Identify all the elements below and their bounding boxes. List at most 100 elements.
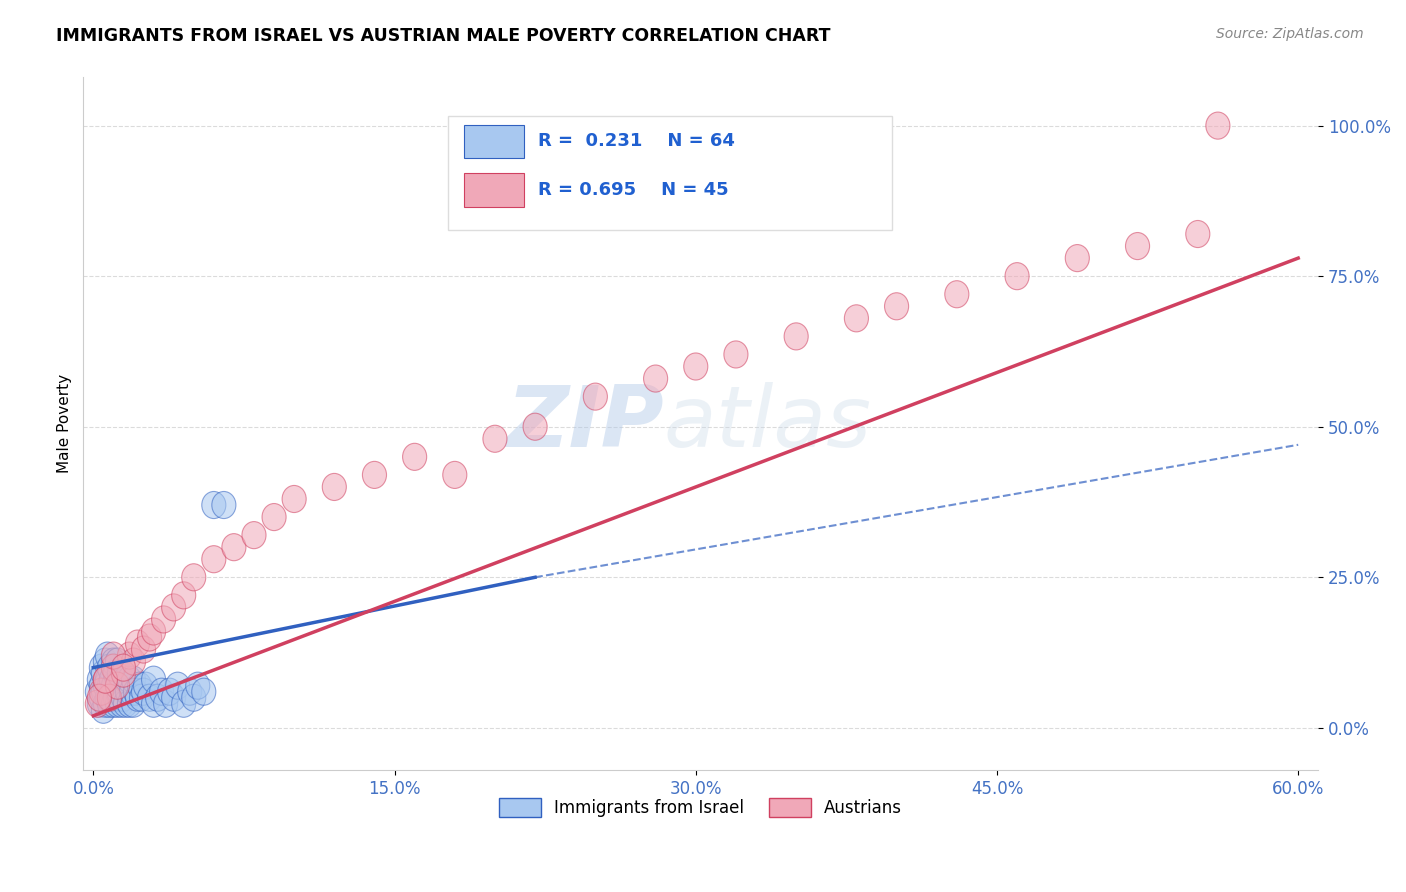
Ellipse shape <box>107 660 132 687</box>
Ellipse shape <box>111 684 135 711</box>
Ellipse shape <box>128 673 152 699</box>
Ellipse shape <box>134 673 157 699</box>
Ellipse shape <box>1185 220 1209 248</box>
Ellipse shape <box>724 341 748 368</box>
Ellipse shape <box>162 684 186 711</box>
Ellipse shape <box>93 666 118 693</box>
Ellipse shape <box>100 666 124 693</box>
Text: Source: ZipAtlas.com: Source: ZipAtlas.com <box>1216 27 1364 41</box>
Ellipse shape <box>86 690 110 717</box>
Ellipse shape <box>125 630 149 657</box>
Ellipse shape <box>97 673 121 699</box>
Ellipse shape <box>105 673 129 699</box>
Ellipse shape <box>262 503 285 531</box>
Ellipse shape <box>110 690 134 717</box>
Ellipse shape <box>91 678 115 706</box>
Y-axis label: Male Poverty: Male Poverty <box>58 374 72 474</box>
Ellipse shape <box>322 474 346 500</box>
Ellipse shape <box>107 684 132 711</box>
Ellipse shape <box>90 678 114 706</box>
Ellipse shape <box>87 684 111 711</box>
Ellipse shape <box>125 684 149 711</box>
Ellipse shape <box>1206 112 1230 139</box>
Ellipse shape <box>96 684 120 711</box>
Ellipse shape <box>142 690 166 717</box>
Ellipse shape <box>121 690 146 717</box>
Ellipse shape <box>129 684 153 711</box>
Ellipse shape <box>124 678 148 706</box>
Ellipse shape <box>90 684 114 711</box>
Ellipse shape <box>111 654 135 681</box>
Ellipse shape <box>172 690 195 717</box>
Ellipse shape <box>118 690 142 717</box>
Ellipse shape <box>90 654 114 681</box>
Ellipse shape <box>212 491 236 518</box>
Ellipse shape <box>96 642 120 669</box>
Ellipse shape <box>785 323 808 350</box>
FancyBboxPatch shape <box>464 125 524 159</box>
Ellipse shape <box>177 678 202 706</box>
Ellipse shape <box>157 678 181 706</box>
Ellipse shape <box>146 684 170 711</box>
Text: IMMIGRANTS FROM ISRAEL VS AUSTRIAN MALE POVERTY CORRELATION CHART: IMMIGRANTS FROM ISRAEL VS AUSTRIAN MALE … <box>56 27 831 45</box>
Ellipse shape <box>181 684 205 711</box>
Ellipse shape <box>186 673 209 699</box>
Ellipse shape <box>683 353 707 380</box>
Ellipse shape <box>149 678 174 706</box>
Ellipse shape <box>153 690 177 717</box>
Legend: Immigrants from Israel, Austrians: Immigrants from Israel, Austrians <box>492 791 908 824</box>
FancyBboxPatch shape <box>464 173 524 207</box>
Ellipse shape <box>111 660 135 687</box>
Ellipse shape <box>202 546 226 573</box>
Ellipse shape <box>87 690 111 717</box>
Ellipse shape <box>945 281 969 308</box>
Ellipse shape <box>97 684 121 711</box>
Ellipse shape <box>443 461 467 489</box>
Ellipse shape <box>138 624 162 651</box>
Ellipse shape <box>222 533 246 561</box>
Ellipse shape <box>644 365 668 392</box>
Ellipse shape <box>242 522 266 549</box>
Ellipse shape <box>152 606 176 633</box>
Ellipse shape <box>142 666 166 693</box>
Ellipse shape <box>283 485 307 513</box>
Ellipse shape <box>110 666 134 693</box>
Text: R =  0.231    N = 64: R = 0.231 N = 64 <box>537 132 735 150</box>
Ellipse shape <box>86 678 110 706</box>
Text: ZIP: ZIP <box>506 382 664 466</box>
Ellipse shape <box>101 673 125 699</box>
Ellipse shape <box>114 690 138 717</box>
Ellipse shape <box>884 293 908 320</box>
Ellipse shape <box>121 666 146 693</box>
Ellipse shape <box>91 660 115 687</box>
Ellipse shape <box>1125 233 1150 260</box>
Ellipse shape <box>1066 244 1090 272</box>
Ellipse shape <box>97 654 121 681</box>
Ellipse shape <box>172 582 195 609</box>
Ellipse shape <box>120 678 143 706</box>
Ellipse shape <box>845 305 869 332</box>
Ellipse shape <box>363 461 387 489</box>
Ellipse shape <box>105 690 129 717</box>
Ellipse shape <box>114 666 138 693</box>
Ellipse shape <box>104 684 128 711</box>
Ellipse shape <box>1005 262 1029 290</box>
Ellipse shape <box>482 425 508 452</box>
Ellipse shape <box>101 654 125 681</box>
Ellipse shape <box>162 594 186 621</box>
Ellipse shape <box>105 673 129 699</box>
Ellipse shape <box>138 684 162 711</box>
Ellipse shape <box>523 413 547 441</box>
Ellipse shape <box>118 642 142 669</box>
Ellipse shape <box>101 642 125 669</box>
Text: atlas: atlas <box>664 382 872 466</box>
Ellipse shape <box>100 684 124 711</box>
Ellipse shape <box>93 690 118 717</box>
Ellipse shape <box>181 564 205 591</box>
Ellipse shape <box>96 666 120 693</box>
Ellipse shape <box>118 666 142 693</box>
Ellipse shape <box>93 666 118 693</box>
Ellipse shape <box>90 673 114 699</box>
Ellipse shape <box>191 678 217 706</box>
Ellipse shape <box>104 660 128 687</box>
